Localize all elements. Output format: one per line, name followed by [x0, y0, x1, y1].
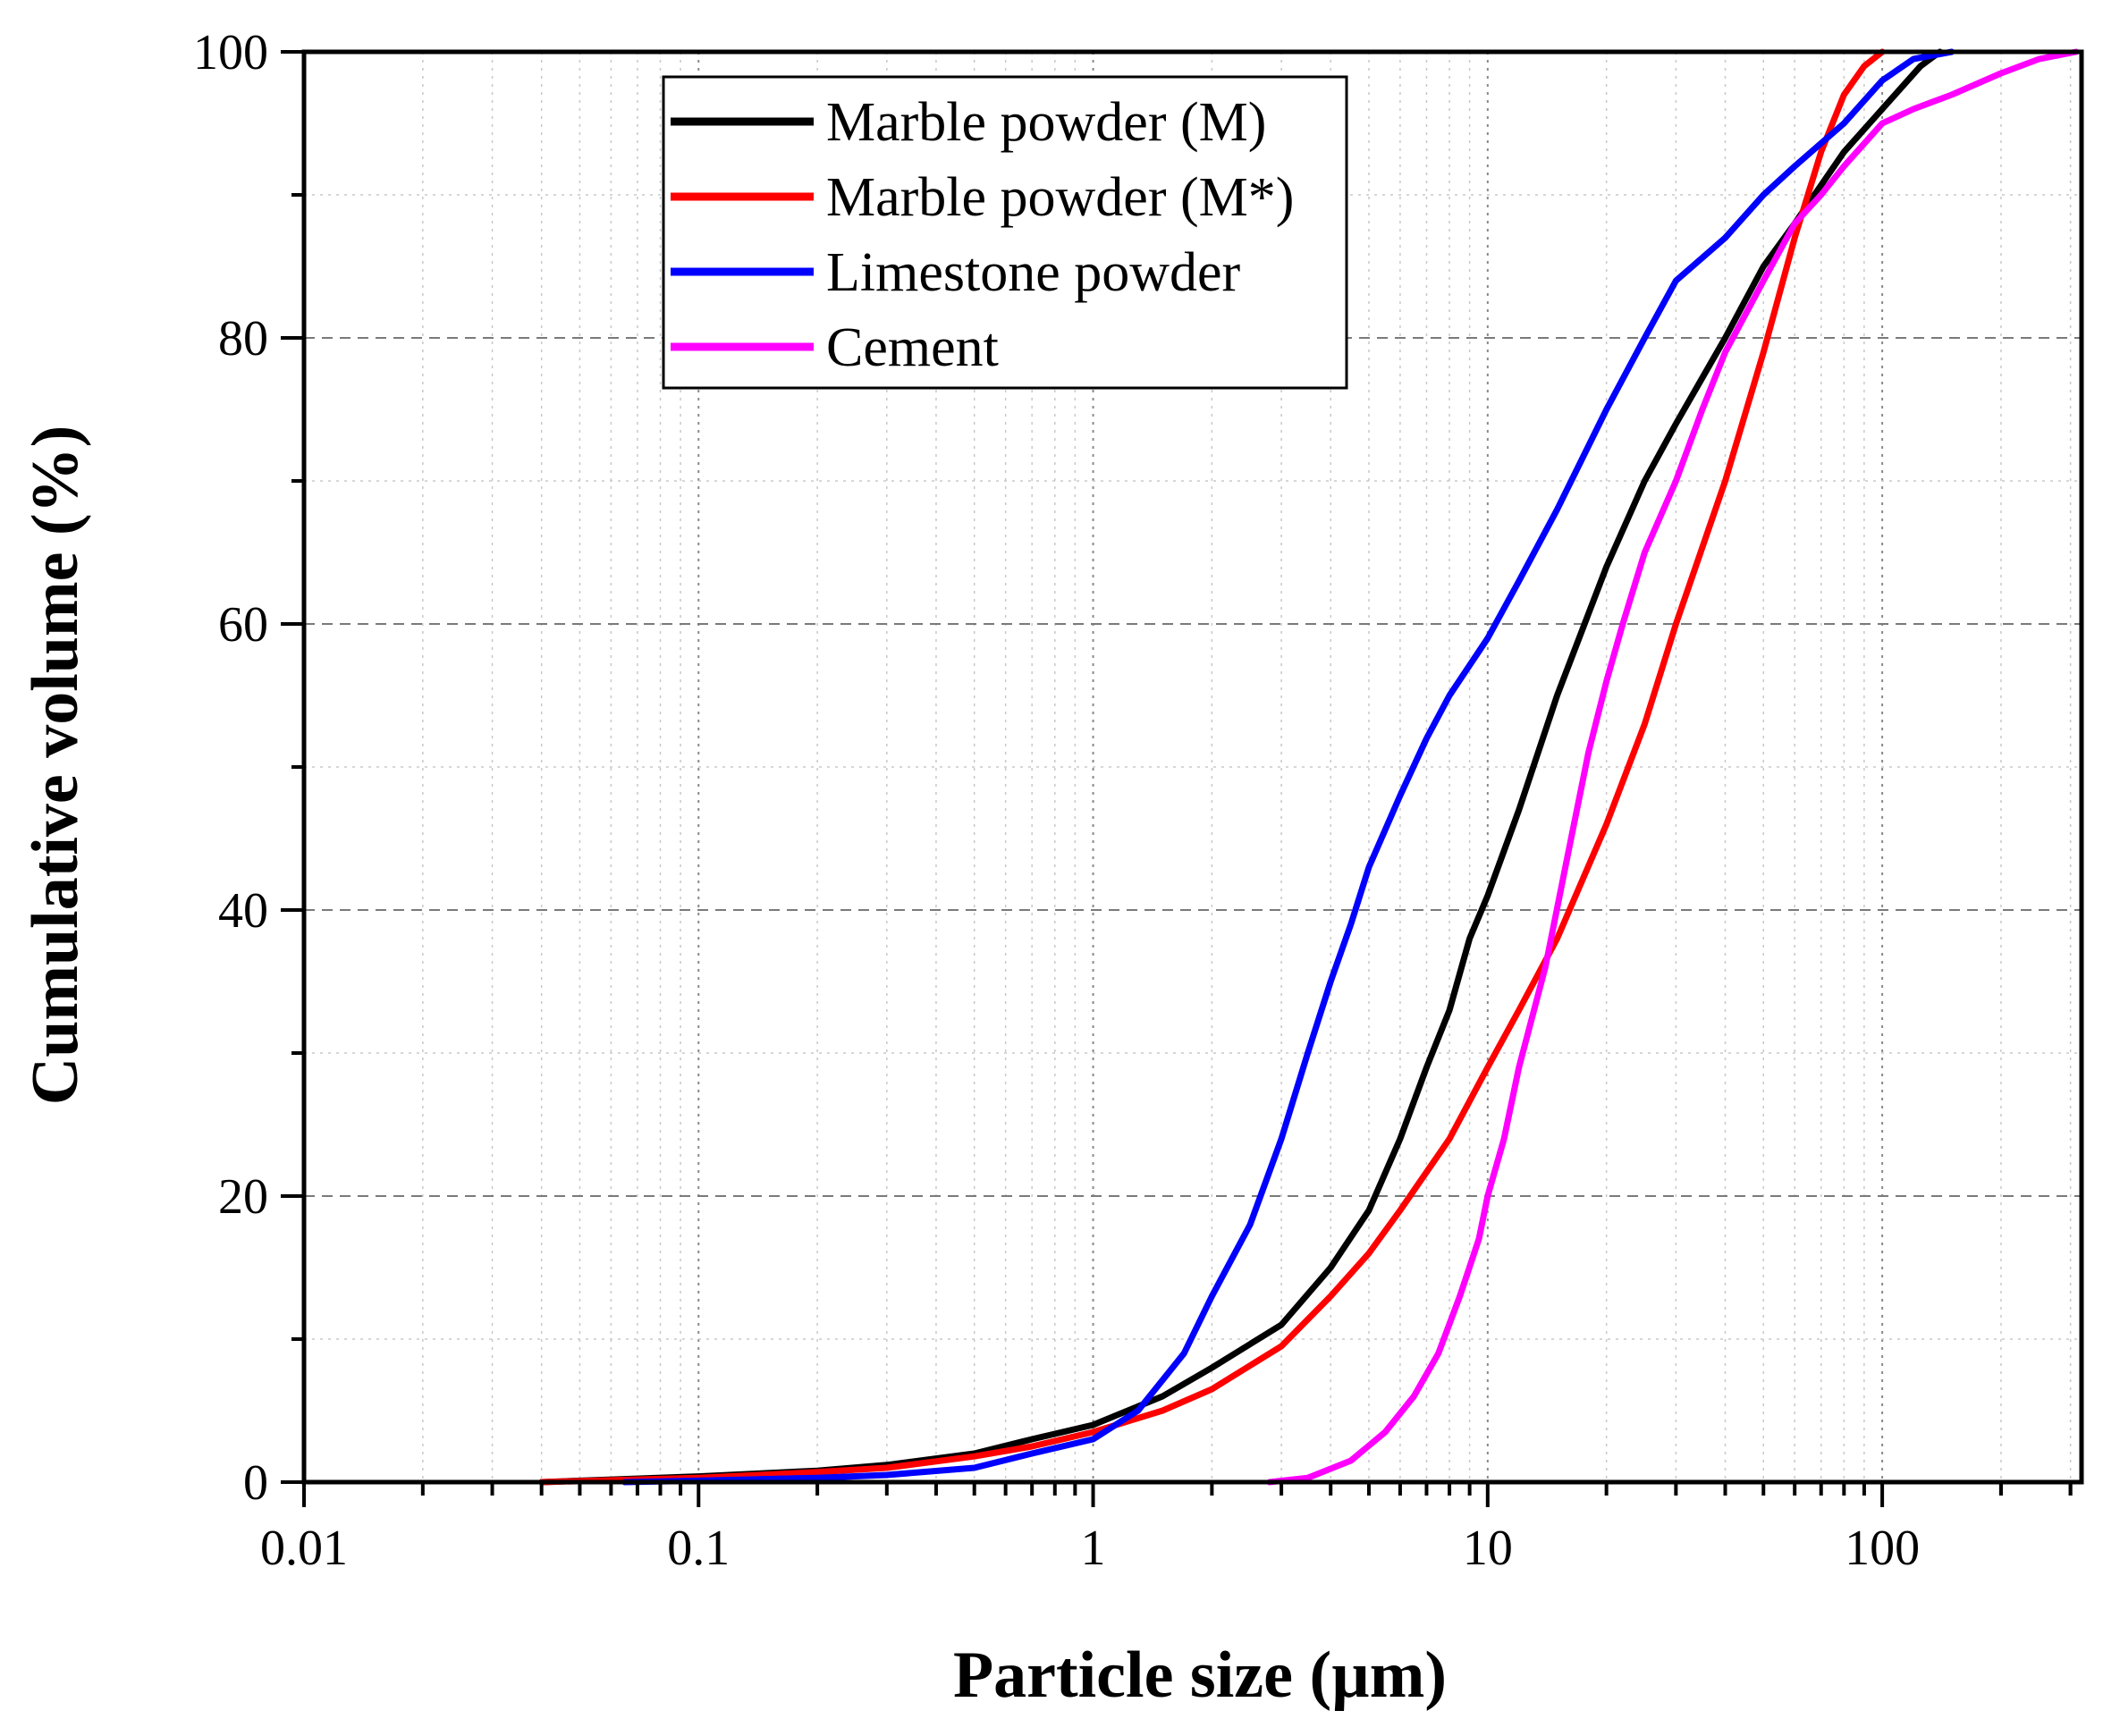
grid-layer	[304, 52, 2082, 1482]
y-tick-label: 80	[218, 311, 268, 367]
legend-label-3: Limestone powder	[826, 242, 1241, 303]
x-tick-label: 1	[1081, 1521, 1106, 1576]
series-line-1	[538, 48, 1944, 1486]
legend-label-2: Marble powder (M*)	[826, 167, 1294, 228]
axes-layer	[281, 49, 2084, 1507]
series-line-4	[1266, 48, 2080, 1486]
series-line-2	[538, 48, 1886, 1486]
x-tick-label: 0.1	[667, 1521, 730, 1576]
x-tick-label: 10	[1463, 1521, 1513, 1576]
y-axis-title: Cumulative volume (%)	[19, 426, 92, 1106]
y-tick-label: 60	[218, 597, 268, 653]
x-tick-label: 0.01	[260, 1521, 348, 1576]
x-axis-title: Particle size (µm)	[953, 1639, 1447, 1712]
series-line-3	[621, 48, 1955, 1486]
y-tick-label: 100	[193, 25, 268, 80]
y-tick-label: 20	[218, 1169, 268, 1225]
legend-label-1: Marble powder (M)	[826, 92, 1266, 153]
x-tick-label: 100	[1845, 1521, 1920, 1576]
y-tick-label: 0	[243, 1455, 268, 1511]
series-layer	[538, 48, 2080, 1486]
legend: Marble powder (M) Marble powder (M*) Limes…	[662, 75, 1348, 390]
legend-box	[662, 75, 1348, 390]
legend-label-4: Cement	[826, 317, 999, 378]
y-tick-label: 40	[218, 883, 268, 939]
tick-label-layer: 0.01 0.1 1 10 100 0 20 40 60 80 100	[193, 25, 1920, 1576]
